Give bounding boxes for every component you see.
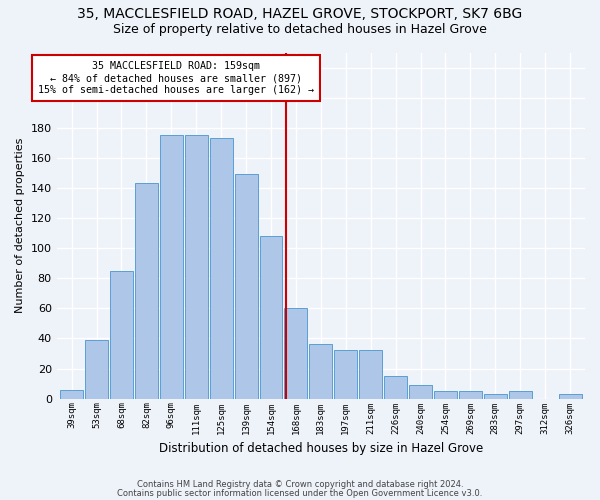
- Text: 35 MACCLESFIELD ROAD: 159sqm
← 84% of detached houses are smaller (897)
15% of s: 35 MACCLESFIELD ROAD: 159sqm ← 84% of de…: [38, 62, 314, 94]
- Bar: [409, 385, 432, 398]
- Bar: [235, 174, 257, 398]
- Bar: [484, 394, 507, 398]
- Text: Size of property relative to detached houses in Hazel Grove: Size of property relative to detached ho…: [113, 22, 487, 36]
- Bar: [209, 138, 233, 398]
- Bar: [559, 394, 581, 398]
- Bar: [334, 350, 357, 399]
- Bar: [85, 340, 108, 398]
- Bar: [60, 390, 83, 398]
- Bar: [359, 350, 382, 399]
- Bar: [434, 391, 457, 398]
- Bar: [384, 376, 407, 398]
- Bar: [160, 136, 183, 398]
- Text: Contains public sector information licensed under the Open Government Licence v3: Contains public sector information licen…: [118, 488, 482, 498]
- X-axis label: Distribution of detached houses by size in Hazel Grove: Distribution of detached houses by size …: [159, 442, 483, 455]
- Bar: [310, 344, 332, 399]
- Bar: [509, 391, 532, 398]
- Bar: [135, 184, 158, 398]
- Bar: [185, 136, 208, 398]
- Bar: [110, 270, 133, 398]
- Text: Contains HM Land Registry data © Crown copyright and database right 2024.: Contains HM Land Registry data © Crown c…: [137, 480, 463, 489]
- Bar: [260, 236, 283, 398]
- Y-axis label: Number of detached properties: Number of detached properties: [15, 138, 25, 314]
- Bar: [459, 391, 482, 398]
- Bar: [284, 308, 307, 398]
- Text: 35, MACCLESFIELD ROAD, HAZEL GROVE, STOCKPORT, SK7 6BG: 35, MACCLESFIELD ROAD, HAZEL GROVE, STOC…: [77, 8, 523, 22]
